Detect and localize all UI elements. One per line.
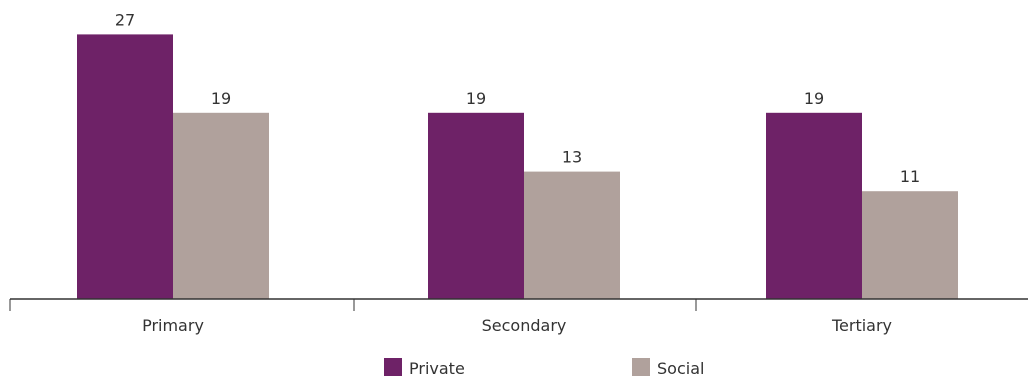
legend-item-social: Social (632, 358, 704, 378)
x-tick-labels: Primary Secondary Tertiary (142, 316, 892, 335)
value-label-social-primary: 19 (211, 89, 231, 108)
legend-label-social: Social (657, 359, 704, 378)
value-label-private-secondary: 19 (466, 89, 486, 108)
value-label-social-secondary: 13 (562, 148, 582, 167)
x-tick-label-secondary: Secondary (482, 316, 567, 335)
x-axis (9, 298, 1028, 311)
bar-social-primary (173, 112, 269, 299)
bar-private-secondary (428, 112, 524, 299)
bar-social-secondary (524, 171, 620, 299)
legend-swatch-social (632, 358, 650, 376)
bars (77, 34, 958, 300)
value-label-private-primary: 27 (115, 10, 135, 29)
bar-private-primary (77, 34, 173, 300)
x-tick-label-primary: Primary (142, 316, 204, 335)
bar-private-tertiary (766, 112, 862, 299)
legend-label-private: Private (409, 359, 465, 378)
value-label-social-tertiary: 11 (900, 167, 920, 186)
x-tick-label-tertiary: Tertiary (831, 316, 892, 335)
value-labels: 27 19 19 13 19 11 (115, 10, 920, 186)
legend: Private Social (384, 358, 704, 378)
bar-social-tertiary (862, 191, 958, 299)
legend-swatch-private (384, 358, 402, 376)
legend-item-private: Private (384, 358, 465, 378)
value-label-private-tertiary: 19 (804, 89, 824, 108)
